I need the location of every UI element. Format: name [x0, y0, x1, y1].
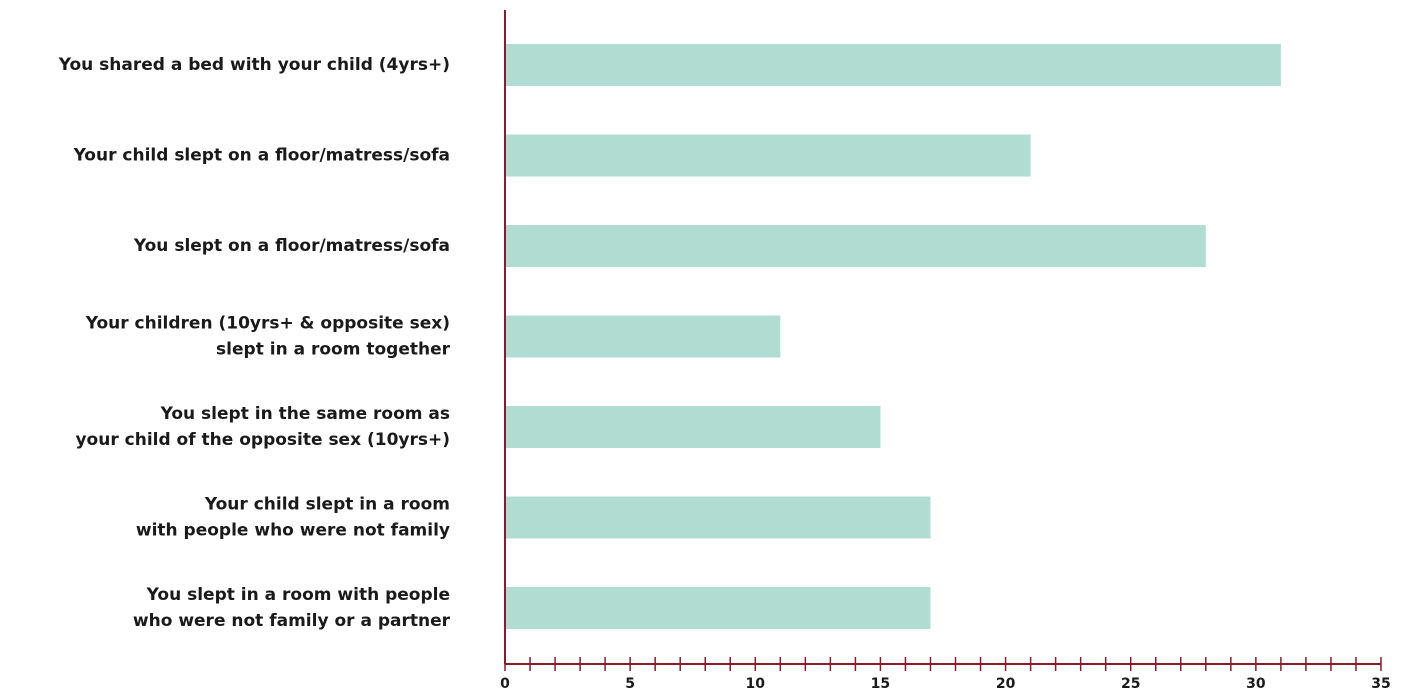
category-label: Your children (10yrs+ & opposite sex) — [85, 314, 450, 334]
category-label: You slept in a room with people — [146, 585, 450, 605]
bar — [505, 587, 931, 629]
bars-group — [505, 44, 1281, 629]
x-tick-label: 30 — [1246, 676, 1266, 692]
category-label: with people who were not family — [136, 521, 450, 541]
x-tick-label: 0 — [500, 676, 510, 692]
category-label: your child of the opposite sex (10yrs+) — [75, 430, 450, 450]
x-tick-label: 15 — [871, 676, 890, 692]
x-tick-label: 5 — [625, 676, 635, 692]
bar — [505, 315, 781, 358]
axes: 0 5 10 15 20 25 30 35 — [500, 10, 1391, 692]
category-label: Your child slept in a room — [204, 495, 450, 515]
bar — [505, 134, 1031, 177]
x-tick-label: 25 — [1121, 676, 1140, 692]
bar — [505, 406, 881, 448]
bar — [505, 496, 931, 539]
category-label: You shared a bed with your child (4yrs+) — [58, 55, 450, 75]
category-label: who were not family or a partner — [133, 611, 451, 631]
x-tick-label: 35 — [1371, 676, 1390, 692]
x-tick-label: 20 — [996, 676, 1016, 692]
category-label: Your child slept on a floor/matress/sofa — [73, 146, 450, 166]
bar — [505, 44, 1281, 86]
category-label: You slept in the same room as — [160, 404, 450, 424]
category-label: You slept on a floor/matress/sofa — [133, 236, 450, 256]
category-label: slept in a room together — [216, 340, 451, 360]
bar — [505, 225, 1206, 267]
category-labels: You shared a bed with your child (4yrs+)… — [58, 55, 451, 631]
x-tick-label: 10 — [746, 676, 766, 692]
